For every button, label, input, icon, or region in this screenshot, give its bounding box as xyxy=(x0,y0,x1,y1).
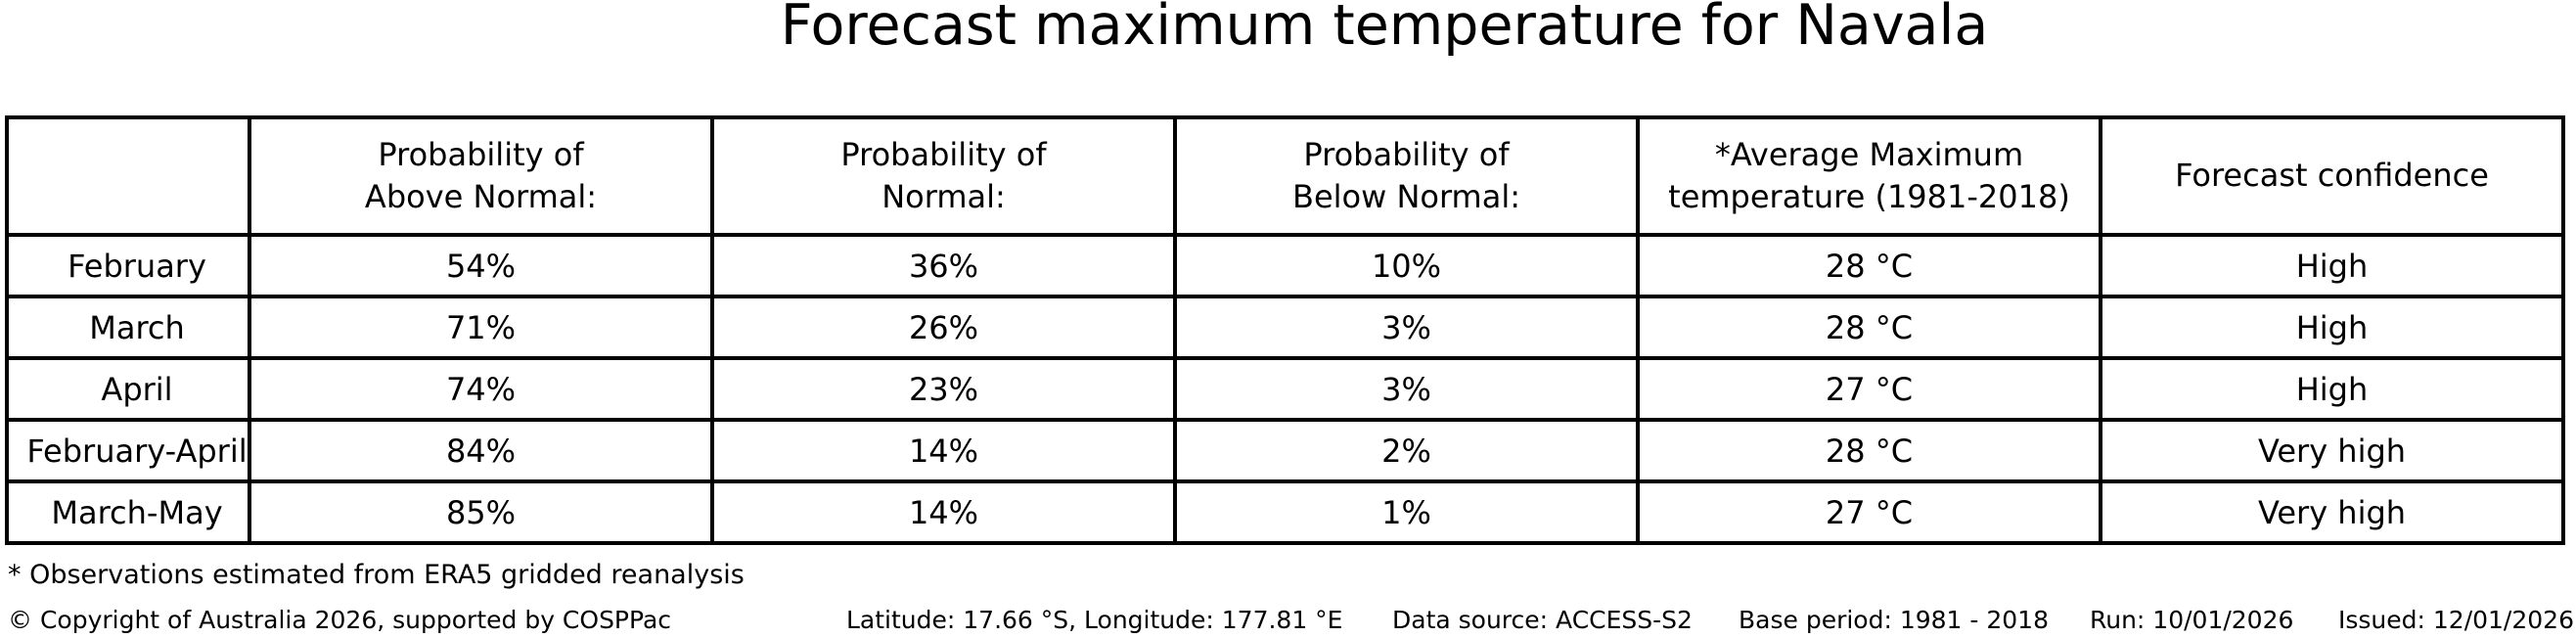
table-row-april: April 74% 23% 3% 27 °C High xyxy=(5,356,2565,422)
cell-avg-max-temp: 28 °C xyxy=(1636,233,2102,298)
row-label: February xyxy=(5,233,251,298)
cell-confidence: Very high xyxy=(2099,479,2565,545)
forecast-table: Probability of Above Normal: Probability… xyxy=(5,115,2565,545)
row-label: February-April xyxy=(5,418,251,483)
row-label: April xyxy=(5,356,251,422)
footer-metadata-line: © Copyright of Australia 2026, supported… xyxy=(0,606,2576,638)
cell-below-normal: 3% xyxy=(1173,356,1640,422)
table-row-february-april: February-April 84% 14% 2% 28 °C Very hig… xyxy=(5,418,2565,483)
column-header-normal: Probability of Normal: xyxy=(710,115,1177,237)
cell-above-normal: 84% xyxy=(248,418,714,483)
cell-confidence: High xyxy=(2099,295,2565,360)
footer-issued-date: Issued: 12/01/2026 xyxy=(2338,606,2574,634)
cell-below-normal: 10% xyxy=(1173,233,1640,298)
cell-confidence: High xyxy=(2099,233,2565,298)
footer-location: Latitude: 17.66 °S, Longitude: 177.81 °E xyxy=(846,606,1343,634)
footer-run-date: Run: 10/01/2026 xyxy=(2090,606,2294,634)
footer-data-source: Data source: ACCESS-S2 xyxy=(1392,606,1693,634)
column-header-below-normal: Probability of Below Normal: xyxy=(1173,115,1640,237)
column-header-avg-max-temp: *Average Maximum temperature (1981-2018) xyxy=(1636,115,2102,237)
cell-above-normal: 85% xyxy=(248,479,714,545)
cell-avg-max-temp: 28 °C xyxy=(1636,418,2102,483)
table-row-march: March 71% 26% 3% 28 °C High xyxy=(5,295,2565,360)
column-header-forecast-confidence: Forecast confidence xyxy=(2099,115,2565,237)
footer-copyright: © Copyright of Australia 2026, supported… xyxy=(8,606,672,634)
cell-below-normal: 2% xyxy=(1173,418,1640,483)
cell-normal: 26% xyxy=(710,295,1177,360)
cell-normal: 23% xyxy=(710,356,1177,422)
cell-avg-max-temp: 27 °C xyxy=(1636,479,2102,545)
page-title: Forecast maximum temperature for Navala xyxy=(780,0,1989,58)
cell-above-normal: 74% xyxy=(248,356,714,422)
cell-avg-max-temp: 27 °C xyxy=(1636,356,2102,422)
column-header-above-normal: Probability of Above Normal: xyxy=(248,115,714,237)
cell-confidence: High xyxy=(2099,356,2565,422)
cell-normal: 14% xyxy=(710,418,1177,483)
cell-below-normal: 3% xyxy=(1173,295,1640,360)
cell-confidence: Very high xyxy=(2099,418,2565,483)
cell-normal: 36% xyxy=(710,233,1177,298)
table-row-march-may: March-May 85% 14% 1% 27 °C Very high xyxy=(5,479,2565,545)
footnote: * Observations estimated from ERA5 gridd… xyxy=(8,560,745,590)
table-row-february: February 54% 36% 10% 28 °C High xyxy=(5,233,2565,298)
cell-below-normal: 1% xyxy=(1173,479,1640,545)
row-label: March-May xyxy=(5,479,251,545)
table-header-row: Probability of Above Normal: Probability… xyxy=(5,115,2565,237)
corner-blank-cell xyxy=(5,115,251,237)
cell-normal: 14% xyxy=(710,479,1177,545)
cell-above-normal: 71% xyxy=(248,295,714,360)
cell-avg-max-temp: 28 °C xyxy=(1636,295,2102,360)
footer-base-period: Base period: 1981 - 2018 xyxy=(1739,606,2049,634)
row-label: March xyxy=(5,295,251,360)
cell-above-normal: 54% xyxy=(248,233,714,298)
